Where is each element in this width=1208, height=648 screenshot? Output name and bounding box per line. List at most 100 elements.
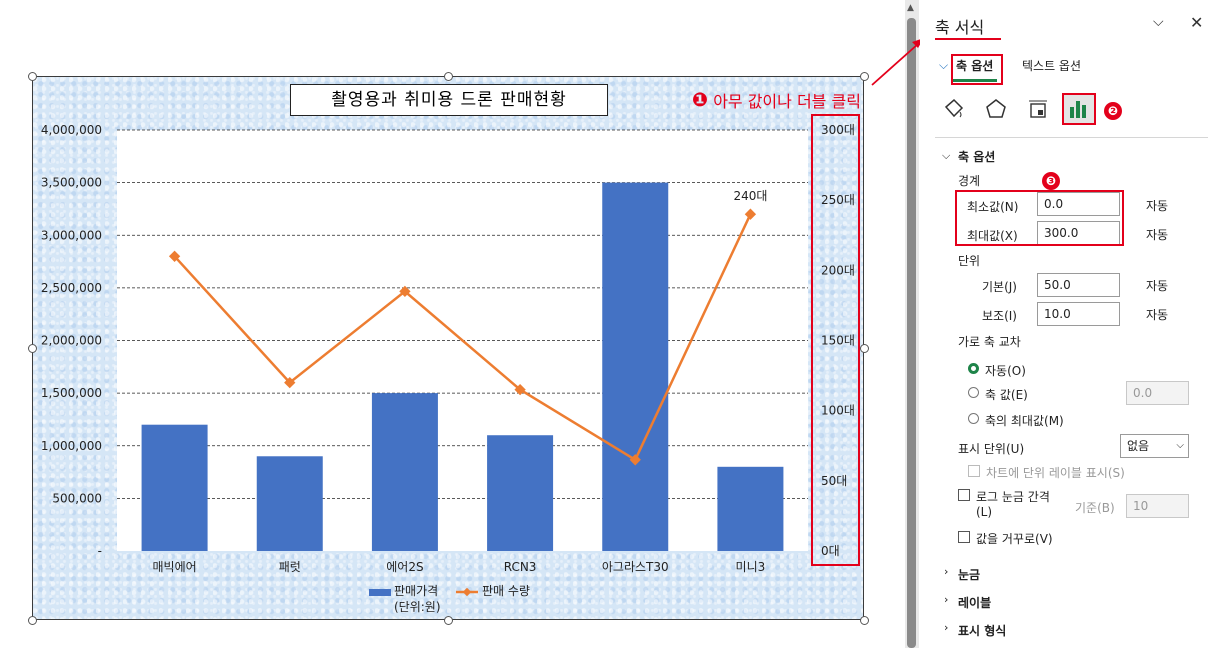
- resize-handle-tl[interactable]: [28, 72, 37, 81]
- pane-title-underline: [935, 38, 1001, 40]
- close-icon[interactable]: ✕: [1190, 13, 1204, 32]
- major-auto-button[interactable]: 자동: [1146, 279, 1169, 293]
- max-auto-button[interactable]: 자동: [1146, 228, 1169, 242]
- cross-auto-label[interactable]: 자동(O): [985, 364, 1026, 378]
- y-left-tick-label: 1,000,000: [41, 439, 102, 453]
- vertical-scrollbar[interactable]: ▲: [905, 0, 919, 648]
- line-marker: [399, 285, 411, 298]
- resize-handle-bl[interactable]: [28, 616, 37, 625]
- reverse-checkbox[interactable]: [958, 531, 970, 543]
- tab-chevron-icon[interactable]: ⌵: [939, 58, 949, 72]
- pane-divider: [935, 137, 1208, 138]
- display-units-value: 없음: [1127, 439, 1150, 453]
- bar: [602, 182, 669, 551]
- bar: [256, 456, 323, 551]
- log-scale-label[interactable]: 로그 눈금 간격: [976, 490, 1050, 504]
- major-label: 기본(J): [982, 280, 1017, 294]
- section-ticks[interactable]: 눈금: [958, 568, 981, 582]
- expand-labels-icon[interactable]: ›: [944, 593, 949, 606]
- minor-unit-input[interactable]: 10.0: [1037, 302, 1120, 326]
- scrollbar-thumb[interactable]: [907, 18, 916, 648]
- expand-format-icon[interactable]: ›: [944, 621, 949, 634]
- section-axis-options[interactable]: 축 옵션: [958, 150, 996, 164]
- format-axis-pane: 축 서식 ⌵ ✕ ⌵ 축 옵션 텍스트 옵션 ❷ ⌵ 축 옵션 경계 ❸ 최소값…: [920, 0, 1208, 648]
- resize-handle-tc[interactable]: [444, 72, 453, 81]
- resize-handle-mr[interactable]: [860, 344, 869, 353]
- minor-auto-button[interactable]: 자동: [1146, 308, 1169, 322]
- resize-handle-ml[interactable]: [28, 344, 37, 353]
- min-bound-input[interactable]: 0.0: [1037, 192, 1120, 216]
- cross-max-label[interactable]: 축의 최대값(M): [985, 414, 1064, 428]
- y-right-tick-label: 300대: [821, 123, 855, 137]
- cross-value-label[interactable]: 축 값(E): [985, 388, 1028, 402]
- legend-bar-label: 판매가격: [394, 584, 438, 598]
- log-base-label: 기준(B): [1075, 501, 1115, 515]
- minor-label: 보조(I): [982, 309, 1017, 323]
- x-tick-label: 에어2S: [386, 560, 423, 574]
- y-right-tick-label: 0대: [821, 544, 840, 558]
- chart-title[interactable]: 촬영용과 취미용 드론 판매현황: [290, 84, 608, 116]
- y-left-tick-label: 1,500,000: [41, 386, 102, 400]
- line-marker: [744, 208, 757, 220]
- resize-handle-tr[interactable]: [860, 72, 869, 81]
- dropdown-chevron-icon: ⌵: [1176, 440, 1184, 451]
- section-labels[interactable]: 레이블: [958, 596, 992, 610]
- y-left-tick-label: 3,500,000: [41, 176, 102, 190]
- bar-chart-icon: [1070, 101, 1086, 118]
- bar: [371, 393, 438, 551]
- fill-line-icon[interactable]: [942, 97, 966, 121]
- chevron-down-icon[interactable]: ⌵: [1153, 14, 1164, 30]
- highlight-axis-options-tab: [951, 54, 1003, 85]
- log-base-input[interactable]: 10: [1126, 494, 1189, 518]
- show-units-label[interactable]: 차트에 단위 레이블 표시(S): [986, 466, 1125, 480]
- major-unit-input[interactable]: 50.0: [1037, 273, 1120, 297]
- x-tick-label: 아그라스T30: [602, 560, 669, 574]
- collapse-icon[interactable]: ⌵: [942, 149, 951, 162]
- cross-auto-radio[interactable]: [968, 363, 979, 374]
- highlight-axis-options-icon: [1062, 93, 1096, 125]
- cross-max-radio[interactable]: [968, 413, 979, 424]
- cross-value-radio[interactable]: [968, 387, 979, 398]
- y-right-tick-label: 100대: [821, 404, 855, 418]
- display-units-select[interactable]: 없음 ⌵: [1120, 434, 1189, 458]
- size-properties-icon[interactable]: [1026, 97, 1050, 121]
- resize-handle-br[interactable]: [860, 616, 869, 625]
- cross-value-input[interactable]: 0.0: [1126, 381, 1189, 405]
- display-units-label: 표시 단위(U): [958, 442, 1025, 456]
- x-tick-label: 패럿: [279, 560, 301, 574]
- highlight-bounds: [955, 190, 1124, 246]
- log-scale-label-key: (L): [976, 505, 993, 519]
- min-label: 최소값(N): [967, 200, 1019, 214]
- highlight-right-axis: [811, 114, 860, 566]
- y-right-tick-label: 150대: [821, 334, 855, 348]
- step2-badge: ❷: [1104, 102, 1122, 120]
- line-marker: [514, 383, 526, 396]
- expand-ticks-icon[interactable]: ›: [944, 565, 949, 578]
- y-left-tick-label: 4,000,000: [41, 123, 102, 137]
- legend-line-label: 판매 수량: [482, 584, 530, 598]
- cross-label: 가로 축 교차: [958, 335, 1021, 349]
- bar: [141, 424, 208, 551]
- resize-handle-bc[interactable]: [444, 616, 453, 625]
- tab-axis-options[interactable]: 축 옵션: [956, 59, 994, 73]
- y-right-tick-label: 250대: [821, 193, 855, 207]
- max-label: 최대값(X): [967, 229, 1018, 243]
- scroll-up-icon[interactable]: ▲: [907, 3, 914, 13]
- effects-pentagon-icon[interactable]: [984, 97, 1008, 121]
- section-number-format[interactable]: 표시 형식: [958, 624, 1007, 638]
- y-left-tick-label: 2,000,000: [41, 334, 102, 348]
- y-left-tick-label: 2,500,000: [41, 281, 102, 295]
- log-scale-checkbox[interactable]: [958, 489, 970, 501]
- tab-text-options[interactable]: 텍스트 옵션: [1022, 59, 1082, 73]
- step1-badge: ❶: [692, 89, 709, 111]
- min-auto-button[interactable]: 자동: [1146, 199, 1169, 213]
- annotation-step1: ❶ 아무 값이나 더블 클릭: [692, 88, 861, 112]
- legend-line-marker: [462, 587, 472, 597]
- data-label: 240대: [733, 189, 767, 203]
- y-left-tick-label: 3,000,000: [41, 228, 102, 242]
- combo-chart[interactable]: 240대 - 500,000 1,000,000 1,500,000 2,000,000…: [0, 0, 905, 648]
- reverse-label[interactable]: 값을 거꾸로(V): [976, 532, 1053, 546]
- show-units-checkbox[interactable]: [968, 465, 980, 477]
- bar: [717, 466, 784, 551]
- pane-title: 축 서식: [935, 18, 985, 37]
